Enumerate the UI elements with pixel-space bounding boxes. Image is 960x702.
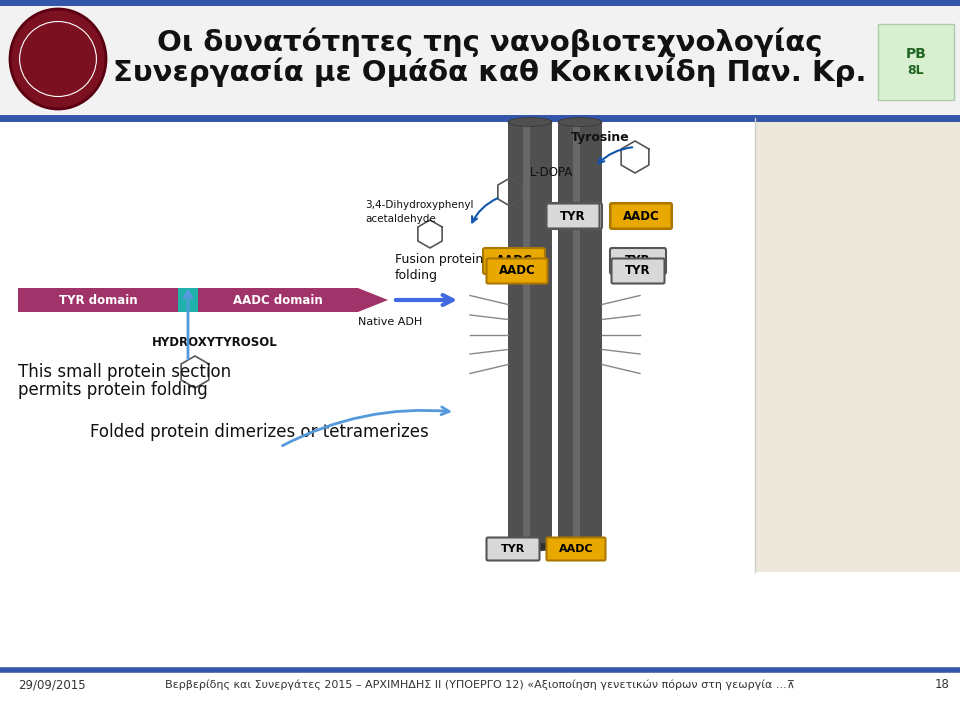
- Text: TYR: TYR: [501, 544, 525, 554]
- Text: folding: folding: [395, 270, 438, 282]
- Text: L-DOPA: L-DOPA: [530, 166, 573, 178]
- Text: Native ADH: Native ADH: [358, 317, 422, 327]
- Text: TYR: TYR: [561, 209, 586, 223]
- Bar: [178, 288, 198, 312]
- Text: 18: 18: [935, 679, 949, 691]
- Text: permits protein folding: permits protein folding: [18, 381, 207, 399]
- Text: 8L: 8L: [908, 63, 924, 77]
- Text: AADC: AADC: [623, 209, 660, 223]
- Bar: [878, 24, 954, 100]
- FancyBboxPatch shape: [610, 248, 666, 274]
- Bar: [0, 0, 960, 118]
- Text: AADC: AADC: [559, 544, 593, 554]
- Bar: [0, 118, 760, 670]
- FancyBboxPatch shape: [487, 538, 540, 560]
- Ellipse shape: [508, 118, 552, 126]
- Text: HYDROXYTYROSOL: HYDROXYTYROSOL: [152, 336, 277, 348]
- Text: AADC: AADC: [495, 255, 533, 267]
- Text: Βερβερίδης και Συνεργάτες 2015 – ΑΡΧΙΜΗΔΗΣ II (ΥΠΟΕΡΓΟ 12) «Αξιοποίηση γενετικών: Βερβερίδης και Συνεργάτες 2015 – ΑΡΧΙΜΗΔ…: [165, 680, 795, 690]
- FancyBboxPatch shape: [611, 204, 671, 228]
- Bar: [558, 122, 602, 547]
- Text: 3,4-Dihydroxyphenyl
acetaldehyde: 3,4-Dihydroxyphenyl acetaldehyde: [365, 200, 473, 224]
- Text: Folded protein dimerizes or tetramerizes: Folded protein dimerizes or tetramerizes: [90, 423, 429, 441]
- Text: AADC: AADC: [498, 265, 536, 277]
- Text: 29/09/2015: 29/09/2015: [18, 679, 85, 691]
- Bar: [523, 122, 530, 547]
- Text: Tyrosine: Tyrosine: [570, 131, 630, 143]
- Text: Οι δυνατότητες της νανοβιοτεχνολογίας: Οι δυνατότητες της νανοβιοτεχνολογίας: [157, 27, 823, 57]
- FancyBboxPatch shape: [612, 258, 664, 284]
- Bar: [508, 122, 552, 547]
- Polygon shape: [358, 288, 388, 312]
- Text: AADC domain: AADC domain: [233, 293, 323, 307]
- Text: Fusion protein: Fusion protein: [395, 253, 483, 267]
- Bar: [573, 122, 580, 547]
- FancyBboxPatch shape: [610, 203, 672, 229]
- Text: Συνεργασία με Ομάδα καθ Κοκκινίδη Παν. Κρ.: Συνεργασία με Ομάδα καθ Κοκκινίδη Παν. Κ…: [113, 58, 867, 87]
- FancyBboxPatch shape: [483, 248, 545, 274]
- Text: PB: PB: [905, 47, 926, 61]
- Bar: [18, 288, 178, 312]
- Ellipse shape: [10, 9, 106, 109]
- Ellipse shape: [558, 543, 602, 551]
- FancyBboxPatch shape: [546, 203, 602, 229]
- Text: TYR: TYR: [562, 209, 587, 223]
- FancyBboxPatch shape: [487, 258, 547, 284]
- Bar: [755, 118, 960, 572]
- FancyBboxPatch shape: [546, 204, 599, 228]
- FancyBboxPatch shape: [546, 538, 606, 560]
- Ellipse shape: [508, 543, 552, 551]
- Text: AADC: AADC: [623, 209, 660, 223]
- Text: This small protein section: This small protein section: [18, 363, 231, 381]
- Text: TYR: TYR: [625, 265, 651, 277]
- Text: TYR: TYR: [625, 255, 651, 267]
- Bar: [198, 288, 358, 312]
- Text: TYR domain: TYR domain: [59, 293, 137, 307]
- Ellipse shape: [558, 118, 602, 126]
